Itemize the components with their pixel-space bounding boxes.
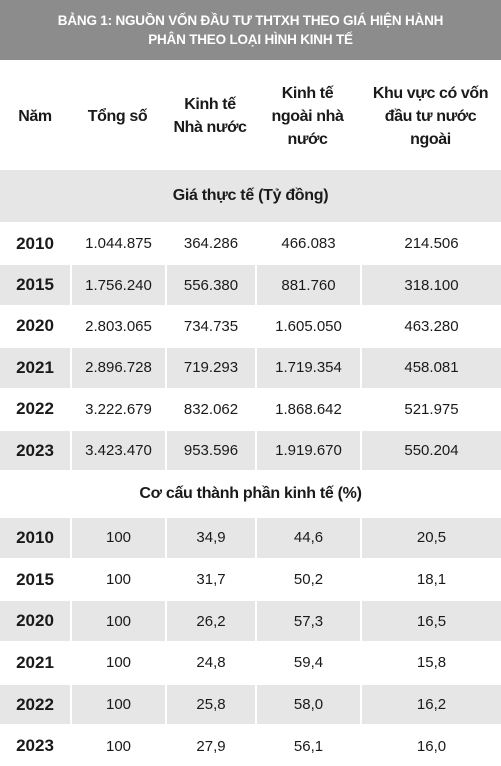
value-cell: 1.756.240	[70, 263, 165, 305]
header-line: Tổng số	[87, 107, 148, 125]
value-cell: 3.423.470	[70, 429, 165, 471]
value-cell: 463.280	[360, 304, 501, 347]
header-line: Năm	[18, 107, 52, 125]
value-cell: 31,7	[165, 557, 255, 600]
year-cell: 2015	[0, 263, 70, 305]
header-line: nước	[287, 130, 328, 148]
year-cell: 2010	[0, 516, 70, 558]
year-cell: 2021	[0, 346, 70, 388]
value-cell: 953.596	[165, 429, 255, 471]
value-cell: 214.506	[360, 222, 501, 264]
year-cell: 2022	[0, 387, 70, 429]
title-line: BẢNG 1: NGUỒN VỐN ĐẦU TƯ THTXH THEO GIÁ …	[57, 13, 444, 28]
column-header: Kinh tế Nhà nước	[165, 62, 255, 170]
year-cell: 2023	[0, 724, 70, 766]
value-cell: 26,2	[165, 599, 255, 642]
value-cell: 18,1	[360, 557, 501, 600]
value-cell: 1.868.642	[255, 387, 360, 429]
value-cell: 15,8	[360, 641, 501, 683]
value-cell: 34,9	[165, 516, 255, 558]
year-cell: 2015	[0, 557, 70, 600]
value-cell: 100	[70, 599, 165, 642]
column-header: Kinh tế ngoài nhà nước	[255, 62, 360, 170]
year-cell: 2020	[0, 599, 70, 642]
column-header: Khu vực có vốn đầu tư nước ngoài	[360, 62, 501, 170]
value-cell: 100	[70, 516, 165, 558]
section-label: Giá thực tế (Tỷ đồng)	[0, 170, 501, 222]
value-cell: 50,2	[255, 557, 360, 600]
header-line: đầu tư nước	[384, 107, 477, 125]
value-cell: 458.081	[360, 346, 501, 388]
header-line: Kinh tế	[281, 84, 334, 102]
column-header: Tổng số	[70, 62, 165, 170]
value-cell: 521.975	[360, 387, 501, 429]
value-cell: 3.222.679	[70, 387, 165, 429]
header-line: Khu vực có vốn	[372, 84, 489, 102]
value-cell: 1.605.050	[255, 304, 360, 347]
table-title: BẢNG 1: NGUỒN VỐN ĐẦU TƯ THTXH THEO GIÁ …	[0, 0, 501, 60]
header-line: ngoài nhà	[271, 107, 344, 125]
value-cell: 100	[70, 641, 165, 683]
value-cell: 318.100	[360, 263, 501, 305]
year-cell: 2023	[0, 429, 70, 471]
value-cell: 100	[70, 557, 165, 600]
year-cell: 2021	[0, 641, 70, 683]
value-cell: 2.803.065	[70, 304, 165, 347]
header-line: Nhà nước	[173, 119, 247, 136]
value-cell: 1.719.354	[255, 346, 360, 388]
value-cell: 832.062	[165, 387, 255, 429]
value-cell: 58,0	[255, 682, 360, 725]
value-cell: 25,8	[165, 682, 255, 725]
value-cell: 100	[70, 682, 165, 725]
value-cell: 100	[70, 724, 165, 766]
value-cell: 556.380	[165, 263, 255, 305]
header-line: Kinh tế	[184, 96, 236, 113]
value-cell: 550.204	[360, 429, 501, 471]
value-cell: 719.293	[165, 346, 255, 388]
value-cell: 2.896.728	[70, 346, 165, 388]
value-cell: 27,9	[165, 724, 255, 766]
value-cell: 16,0	[360, 724, 501, 766]
header-line: ngoài	[410, 130, 451, 148]
column-header: Năm	[0, 62, 70, 170]
value-cell: 59,4	[255, 641, 360, 683]
value-cell: 1.044.875	[70, 222, 165, 264]
value-cell: 16,5	[360, 599, 501, 642]
value-cell: 466.083	[255, 222, 360, 264]
section-label: Cơ cấu thành phần kinh tế (%)	[139, 485, 362, 502]
value-cell: 16,2	[360, 682, 501, 725]
value-cell: 57,3	[255, 599, 360, 642]
value-cell: 881.760	[255, 263, 360, 305]
value-cell: 44,6	[255, 516, 360, 558]
value-cell: 56,1	[255, 724, 360, 766]
year-cell: 2020	[0, 304, 70, 346]
value-cell: 1.919.670	[255, 429, 360, 471]
value-cell: 734.735	[165, 304, 255, 347]
value-cell: 20,5	[360, 516, 501, 558]
year-cell: 2010	[0, 222, 70, 263]
year-cell: 2022	[0, 682, 70, 725]
value-cell: 364.286	[165, 222, 255, 264]
value-cell: 24,8	[165, 641, 255, 683]
title-line: PHÂN THEO LOẠI HÌNH KINH TẾ	[148, 32, 353, 47]
